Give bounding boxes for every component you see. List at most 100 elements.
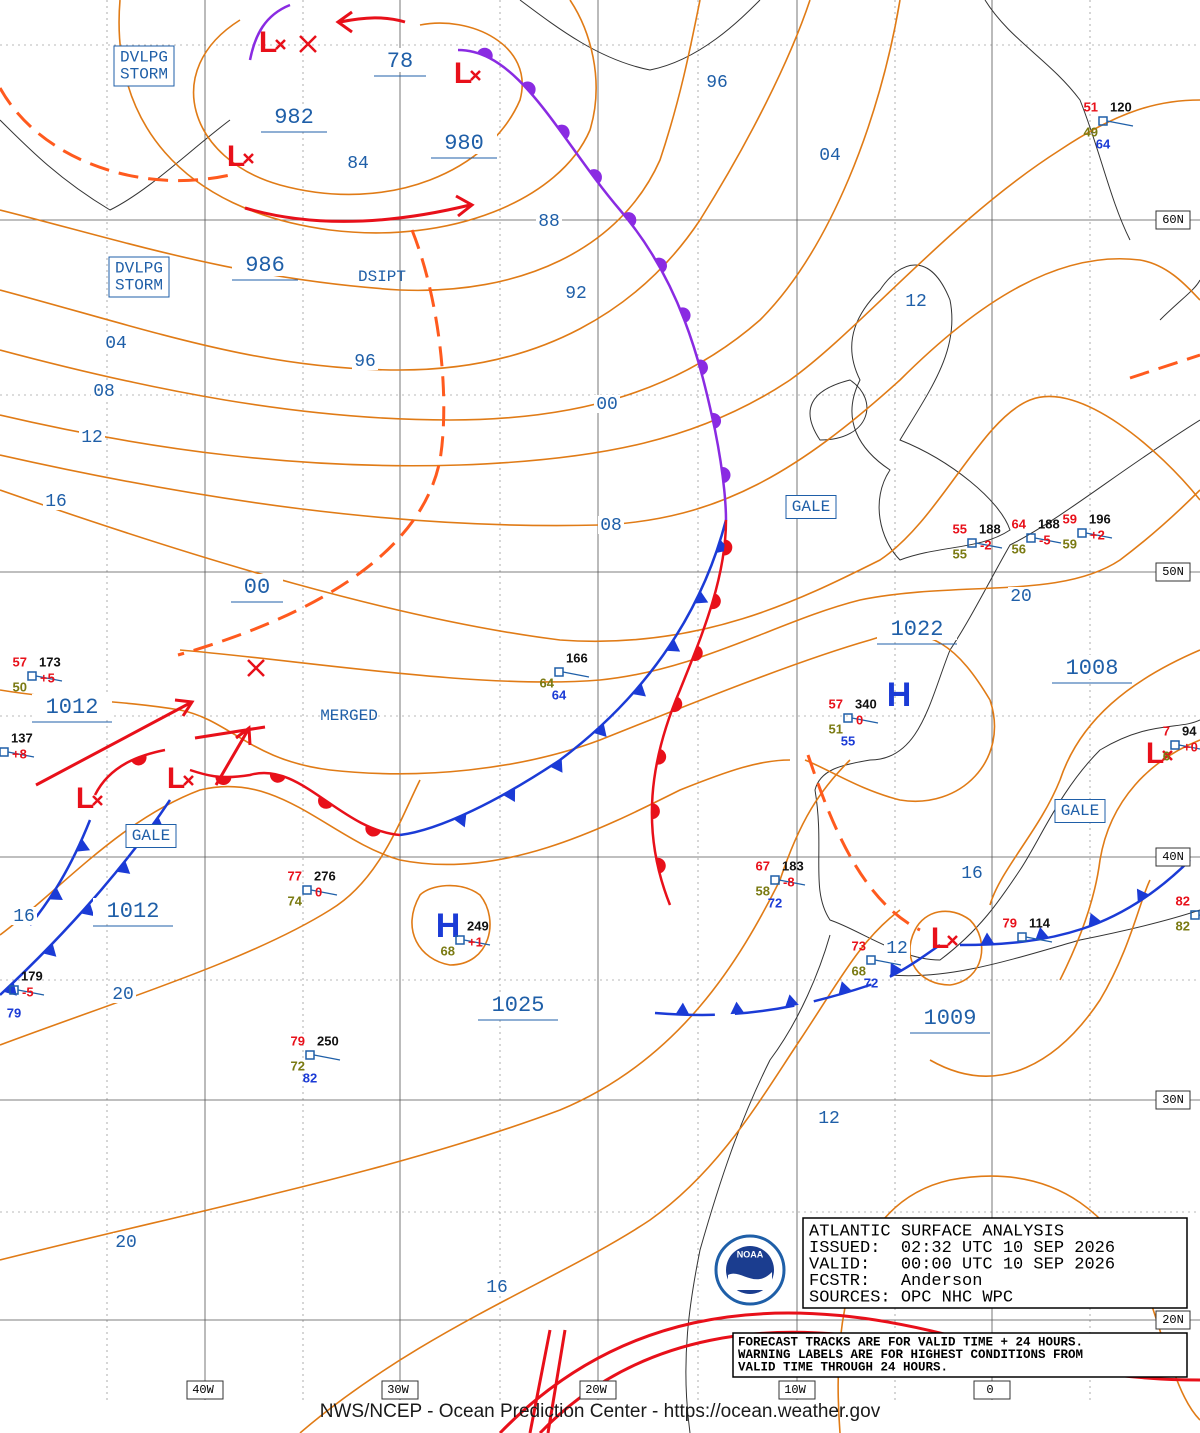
isobar-label: 20: [115, 1233, 137, 1253]
front-symbol: [80, 902, 95, 917]
isobar-label: 00: [596, 395, 618, 415]
front-triangle: [694, 590, 709, 604]
wind-barb: [1178, 744, 1200, 750]
isobar-label-bg: [816, 1109, 842, 1127]
front-symbol: [318, 796, 333, 809]
isobar-label: 12: [81, 428, 103, 448]
isobar-label-bg: [91, 382, 117, 400]
wind-barb: [874, 959, 902, 966]
isobar-label-bg: [959, 864, 985, 882]
isobar: [0, 779, 421, 1046]
title-line: ISSUED: 02:32 UTC 10 SEP 2026: [809, 1239, 1115, 1258]
pressure-label-bg: [231, 574, 283, 598]
station-pres: 166: [566, 650, 588, 665]
wind-barb: [851, 717, 879, 724]
front-symbol: [502, 788, 516, 802]
front-symbol: [116, 860, 131, 874]
low-center: L: [931, 922, 949, 955]
front-semicircle: [131, 754, 147, 766]
logo-text: NOAA: [737, 1249, 764, 1259]
front-semicircle: [679, 307, 691, 323]
isobar-label: 96: [354, 352, 376, 372]
front-semicircle: [656, 748, 667, 765]
front-semicircle: [721, 467, 731, 483]
trough: [177, 229, 446, 657]
isobar-label: 12: [905, 292, 927, 312]
front-symbol: [131, 754, 147, 766]
lon-label: 20W: [585, 1383, 607, 1397]
pressure-label: 78: [387, 49, 413, 74]
cold-front: [0, 799, 172, 996]
front-symbol: [632, 683, 646, 697]
isobar-label: 88: [538, 212, 560, 232]
isobar-label-bg: [563, 284, 589, 302]
warning-box: [108, 256, 170, 298]
warm-front: [93, 748, 166, 796]
isobar-label-bg: [113, 1233, 139, 1251]
station-dew: 64: [540, 675, 555, 690]
front-semicircle: [710, 593, 721, 610]
track-arrow: [244, 194, 475, 223]
occluded-front: [457, 48, 728, 521]
station-vis: 64: [1096, 136, 1111, 151]
low-x: [243, 153, 254, 164]
front-symbol: [838, 981, 852, 995]
isobar: [0, 395, 1200, 643]
front-triangle: [1136, 888, 1150, 903]
isobar-label: 12: [818, 1109, 840, 1129]
front-symbol: [589, 169, 602, 184]
lat-label: 60N: [1162, 213, 1184, 227]
fronts-and-tracks: [0, 3, 1200, 1433]
front-triangle: [550, 758, 563, 773]
front-symbol: [890, 962, 903, 977]
station-pres: 94: [1182, 723, 1197, 738]
station-tend: +5: [40, 670, 55, 685]
isobar: [0, 0, 701, 292]
low-center: L: [1146, 737, 1164, 770]
front-semicircle: [215, 776, 232, 785]
lon-label: 0: [986, 1383, 993, 1397]
warning-box: [1054, 799, 1106, 823]
lon-label-box: [973, 1380, 1011, 1400]
front-symbol: [477, 47, 493, 60]
front-symbol: [655, 257, 667, 273]
low-x: [947, 935, 958, 946]
lon-label-box: [186, 1380, 224, 1400]
front-triangle: [42, 943, 57, 957]
pressure-label: 1009: [924, 1006, 977, 1031]
title-line: VALID: 00:00 UTC 10 SEP 2026: [809, 1255, 1115, 1274]
isobar: [179, 489, 1200, 683]
front-symbol: [671, 696, 683, 713]
isobar-label: 04: [105, 334, 127, 354]
isobar-label-bg: [484, 1278, 510, 1296]
low-x: [1162, 750, 1173, 761]
front-triangle: [730, 1001, 745, 1015]
front-symbol: [1088, 913, 1102, 927]
station-pres: 173: [39, 654, 61, 669]
front-symbol: [711, 412, 722, 429]
occluded-front: [248, 3, 291, 61]
track-arrow: [335, 10, 406, 34]
front-symbol: [730, 1001, 745, 1015]
title-box: [802, 1217, 1188, 1309]
station-dew: 82: [1176, 918, 1190, 933]
cold-front: [399, 519, 728, 837]
positions: [247, 35, 317, 677]
front-symbol: [623, 212, 637, 227]
notice-line: WARNING LABELS ARE FOR HIGHEST CONDITION…: [738, 1348, 1083, 1362]
station-tend: -8: [783, 874, 795, 889]
warm-front: [650, 519, 728, 906]
pressure-label-bg: [877, 616, 957, 640]
pressure-label: 980: [444, 131, 484, 156]
isobar-label-bg: [817, 146, 843, 164]
station-dew: 49: [1084, 124, 1098, 139]
note-label: MERGED: [320, 707, 378, 725]
front-symbol: [49, 887, 63, 901]
isobar: [118, 0, 597, 234]
station-tend: +1: [468, 934, 483, 949]
front-semicircle: [365, 825, 381, 837]
isobar-label-bg: [884, 939, 910, 957]
front-symbol: [679, 307, 691, 323]
station-vis: 82: [303, 1070, 317, 1085]
